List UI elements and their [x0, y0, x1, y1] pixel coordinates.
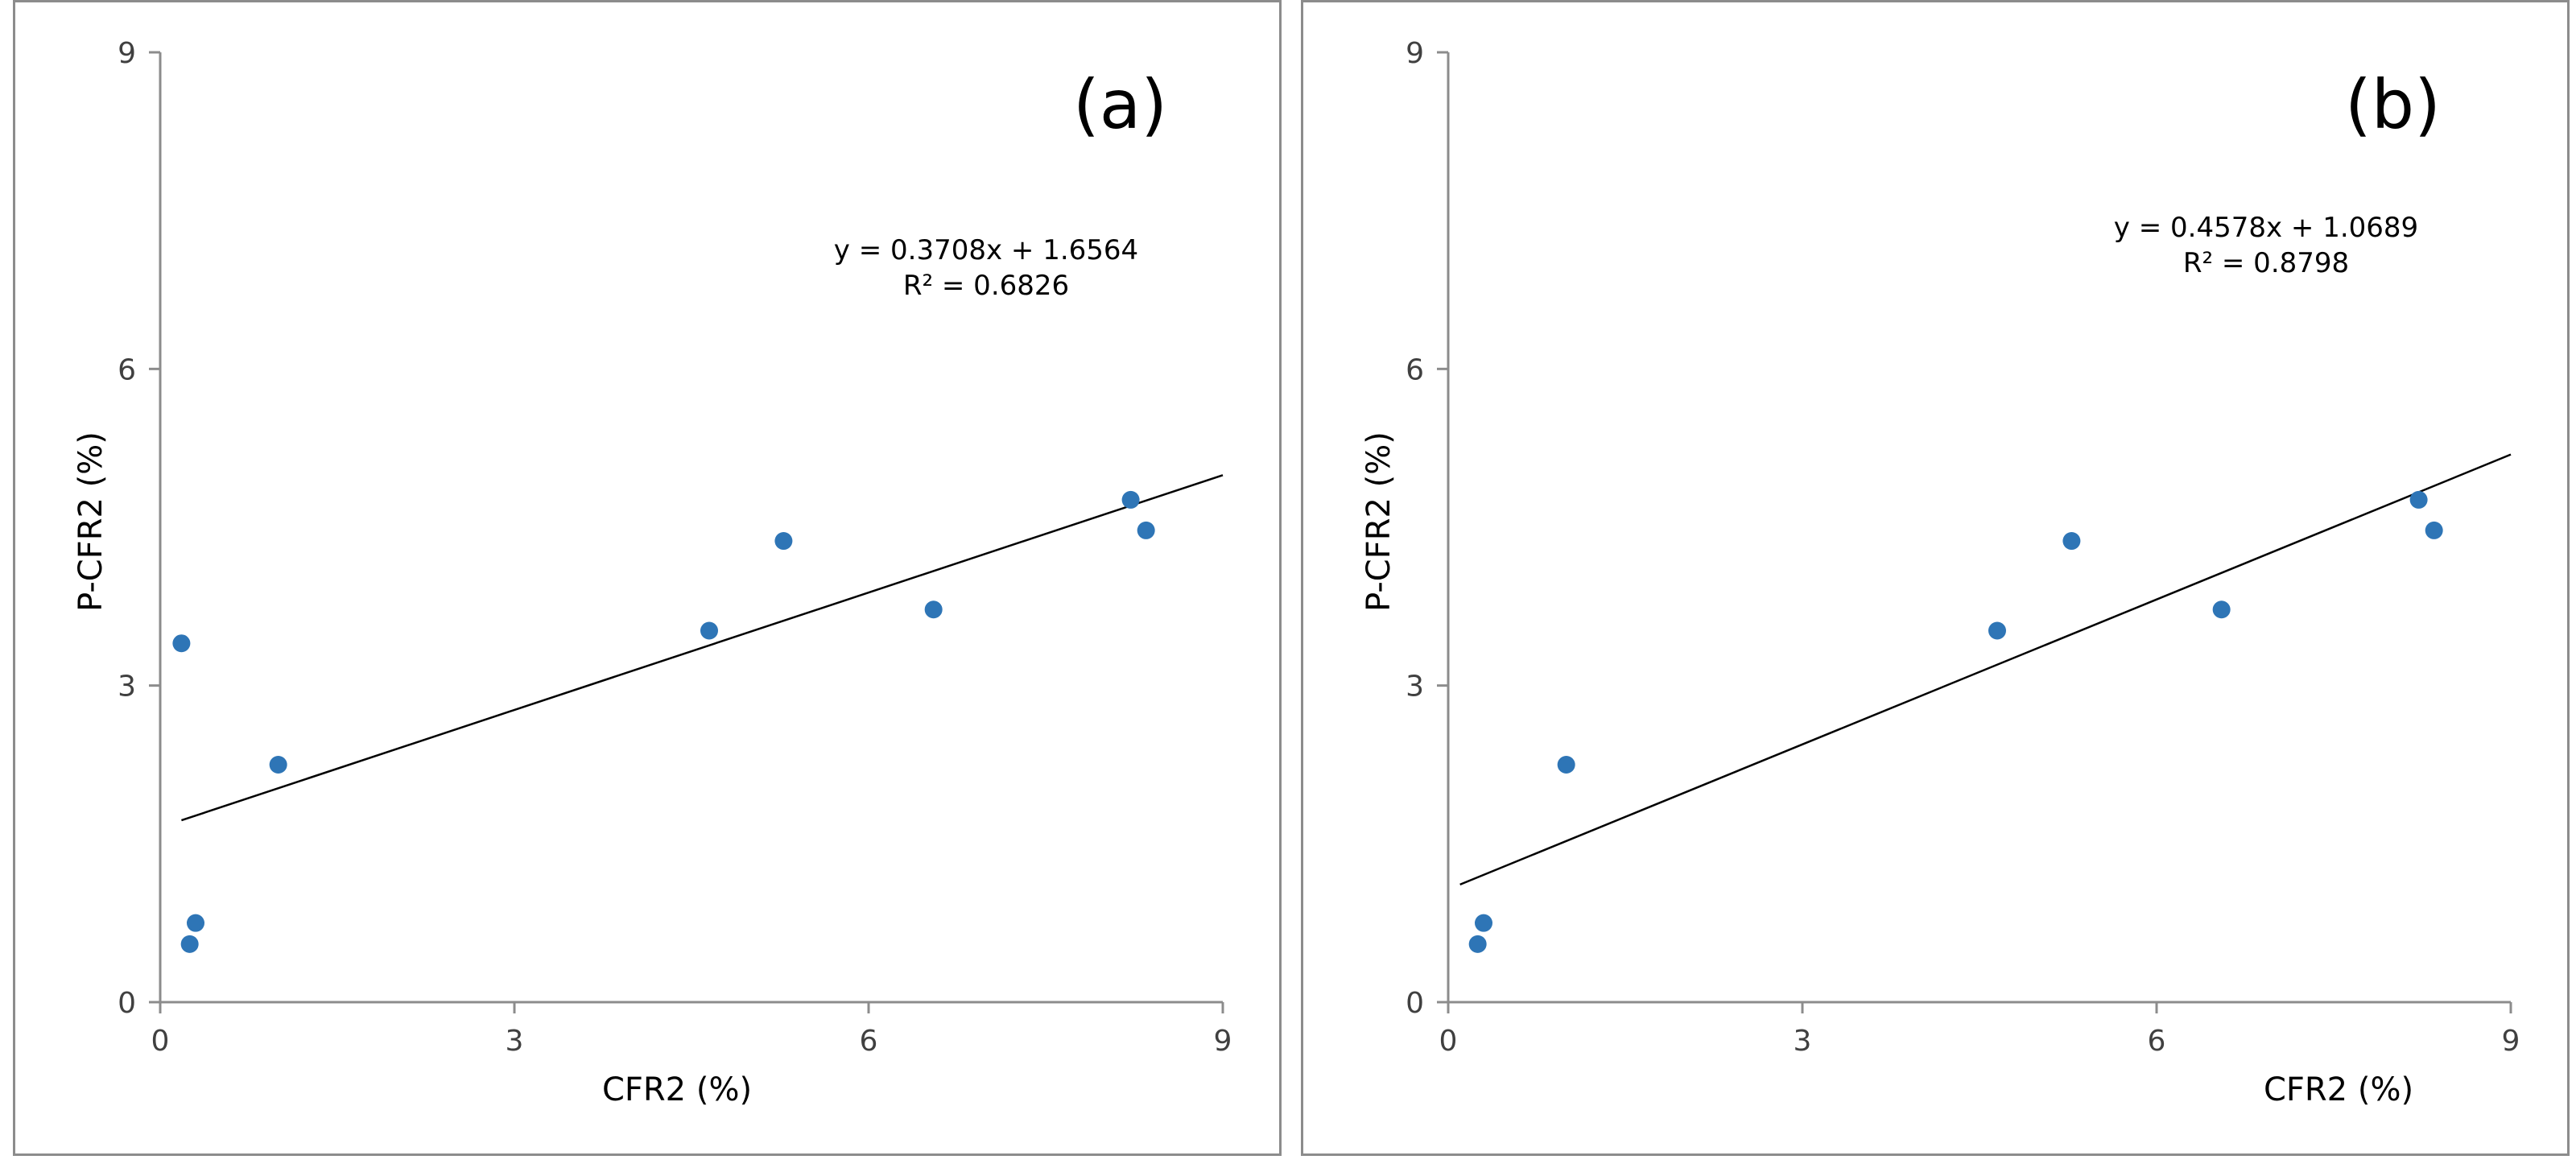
y-tick-label: 3 [1406, 671, 1424, 704]
y-axis-label-b: P-CFR2 (%) [1360, 431, 1397, 612]
equation-text-a: y = 0.3708x + 1.6564 [833, 234, 1139, 266]
r-squared-text-a: R² = 0.6826 [902, 270, 1070, 302]
x-axis-label-b: CFR2 (%) [2263, 1071, 2414, 1108]
x-tick-label: 0 [151, 1025, 170, 1058]
x-tick-label: 3 [1794, 1025, 1812, 1058]
data-point [187, 914, 204, 932]
y-tick-label: 0 [118, 987, 136, 1020]
data-point [774, 532, 793, 551]
x-tick-label: 3 [506, 1025, 524, 1058]
data-point [700, 621, 718, 640]
data-point [1475, 914, 1492, 932]
data-point [172, 634, 191, 653]
panel-label-b: (b) [2345, 65, 2441, 144]
equation-text-b: y = 0.4578x + 1.0689 [2113, 212, 2419, 244]
x-tick-label: 9 [1214, 1025, 1232, 1058]
data-point [1121, 490, 1140, 509]
x-axis-label-a: CFR2 (%) [601, 1071, 753, 1108]
data-point [2425, 521, 2443, 539]
regression-equation-a: y = 0.3708x + 1.6564 R² = 0.6826 [777, 233, 1195, 303]
chart-a-plot: 0 3 6 9 0 3 6 9 [118, 37, 1232, 1058]
data-point [2212, 600, 2231, 619]
y-tick-label: 3 [118, 671, 136, 704]
x-tick-label: 6 [2148, 1025, 2166, 1058]
data-point [1137, 521, 1155, 539]
data-point [2409, 490, 2428, 509]
panel-label-a: (a) [1073, 65, 1168, 144]
x-tick-label: 6 [860, 1025, 878, 1058]
x-tick-label: 0 [1439, 1025, 1458, 1058]
y-tick-label: 6 [1406, 353, 1424, 386]
y-tick-label: 9 [118, 37, 136, 70]
data-point [1468, 935, 1487, 953]
chart-panel-b: 0 3 6 9 0 3 6 9 (b) y = 0.4578x + 1.0689 R² = 0… [1301, 0, 2570, 1156]
data-point [269, 756, 287, 774]
y-axis-label-a: P-CFR2 (%) [72, 431, 109, 612]
data-point [180, 935, 199, 953]
y-tick-label: 0 [1406, 987, 1424, 1020]
trendline [181, 474, 1224, 822]
x-tick-label: 9 [2502, 1025, 2520, 1058]
data-point [1557, 756, 1575, 774]
r-squared-text-b: R² = 0.8798 [2182, 247, 2350, 279]
y-tick-label: 6 [118, 353, 136, 386]
chart-b-plot: 0 3 6 9 0 3 6 9 [1406, 37, 2520, 1058]
chart-panel-a: 0 3 6 9 0 3 6 9 (a) y = 0.3708x + 1.6564 R² = 0… [13, 0, 1282, 1156]
y-tick-label: 9 [1406, 37, 1424, 70]
data-point [1988, 621, 2006, 640]
data-point [2062, 532, 2081, 551]
data-point [924, 600, 943, 619]
regression-equation-b: y = 0.4578x + 1.0689 R² = 0.8798 [2057, 210, 2475, 281]
trendline [1459, 453, 2512, 886]
